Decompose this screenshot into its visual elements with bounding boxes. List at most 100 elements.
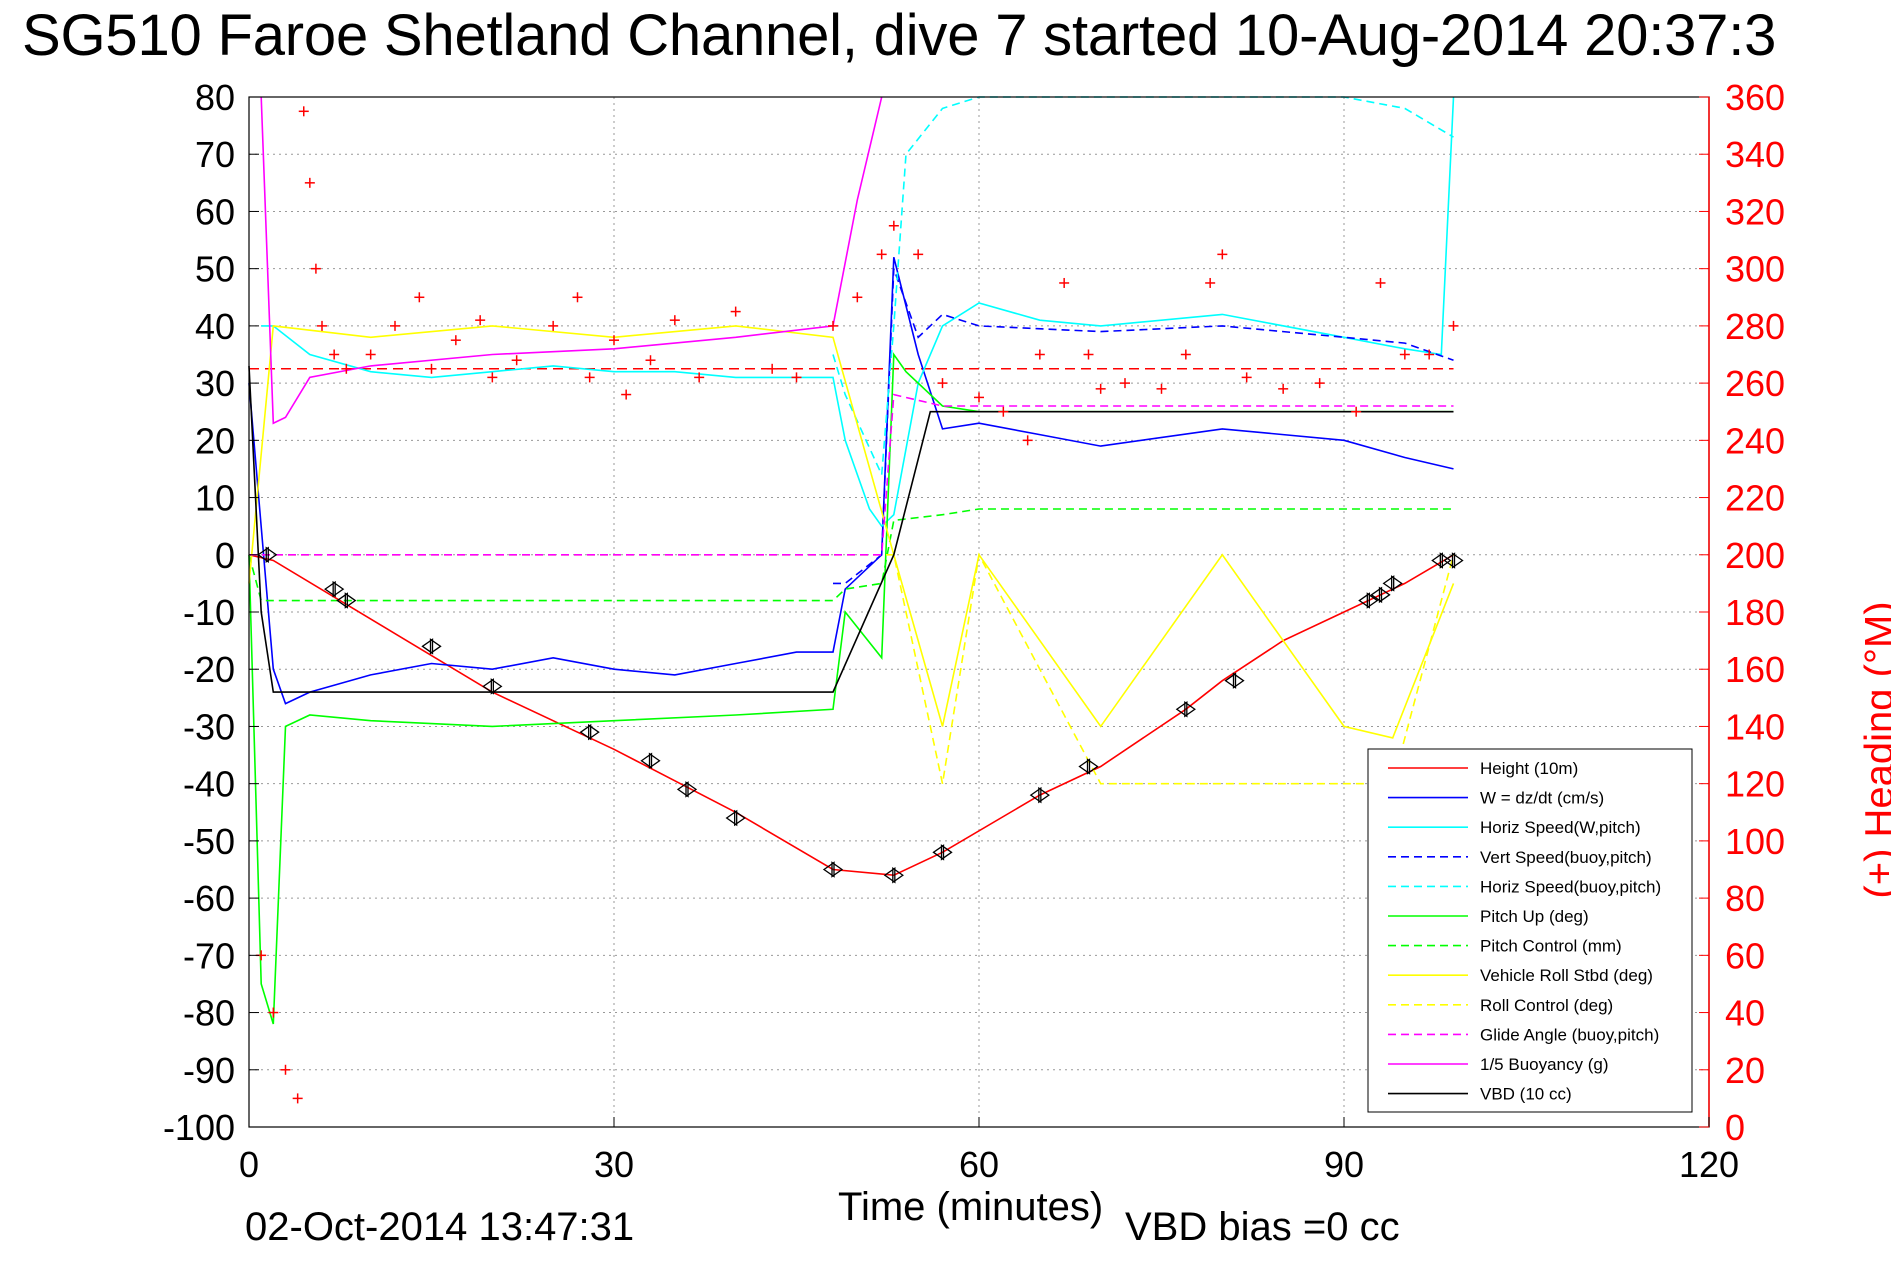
depth-marker: [1078, 758, 1099, 775]
depth-marker-left: [1175, 701, 1188, 718]
x-axis-label: Time (minutes): [838, 1185, 1104, 1229]
depth-marker: [725, 809, 746, 827]
footer-date: 02-Oct-2014 13:47:31: [245, 1205, 635, 1249]
depth-marker-left: [1029, 786, 1042, 804]
heading-point: [304, 177, 315, 188]
y-right-tick-label: 140: [1725, 706, 1785, 747]
depth-marker: [676, 781, 698, 798]
y-right-tick-label: 120: [1725, 764, 1785, 805]
heading-point: [645, 355, 656, 366]
heading-point: [791, 372, 802, 383]
y-tick-label: 70: [195, 134, 235, 175]
heading-point: [584, 372, 595, 383]
depth-marker-left: [1358, 592, 1370, 609]
depth-marker-right: [685, 781, 698, 798]
depth-marker-layer: [257, 546, 1464, 884]
legend-label-6: Pitch Control (mm): [1480, 937, 1622, 956]
depth-marker: [640, 752, 661, 770]
heading-point: [888, 220, 899, 231]
x-tick-label: 90: [1324, 1144, 1364, 1185]
y-right-tick-label: 360: [1725, 77, 1785, 118]
y-axis-ticks: 80 70 60 50 40 30 20 10 0 -10 -20 -30 -40 -50 -60 -70 -8…: [163, 77, 259, 1148]
heading-point: [1217, 249, 1228, 260]
y-right-tick-label: 80: [1725, 878, 1765, 919]
heading-point: [974, 392, 984, 403]
depth-marker-right: [588, 723, 600, 741]
series-line-8: [249, 552, 1455, 785]
depth-marker-left: [1443, 552, 1456, 569]
depth-marker-left: [324, 580, 336, 598]
depth-marker-right: [892, 866, 904, 884]
heading-point: [828, 320, 838, 331]
heading-point: [1022, 435, 1033, 446]
depth-marker: [1358, 592, 1379, 609]
legend-label-11: VBD (10 cc): [1480, 1085, 1572, 1104]
depth-marker: [579, 723, 600, 741]
heading-point: [1180, 349, 1191, 360]
series-line-3: [833, 268, 1454, 585]
y-tick-label: 50: [195, 249, 235, 290]
y-right-tick-label: 220: [1725, 478, 1785, 519]
legend-label-1: W = dz/dt (cm/s): [1480, 789, 1604, 808]
legend-label-0: Height (10m): [1480, 759, 1578, 778]
heading-point: [669, 315, 680, 326]
heading-point: [450, 335, 461, 346]
depth-marker: [1175, 701, 1196, 718]
y-tick-label: 60: [195, 191, 235, 232]
heading-point: [365, 349, 376, 360]
depth-marker-left: [725, 809, 738, 827]
heading-point: [475, 315, 486, 326]
y-right-tick-label: 60: [1725, 935, 1765, 976]
depth-marker-right: [1038, 786, 1050, 804]
depth-marker: [1431, 552, 1452, 569]
series-line-1: [248, 257, 1454, 705]
depth-marker-right: [1232, 672, 1245, 689]
series-line-0: [248, 554, 1454, 877]
heading-point: [998, 406, 1009, 417]
y-tick-label: 0: [215, 535, 235, 576]
depth-marker-left: [676, 781, 689, 798]
legend-label-4: Horiz Speed(buoy,pitch): [1480, 877, 1661, 896]
heading-point: [694, 372, 705, 383]
y-right-axis-ticks: 3603403203002802602402202001801601401201…: [1699, 77, 1785, 1148]
heading-point: [1120, 378, 1130, 389]
heading-point: [730, 306, 741, 317]
x-tick-label: 30: [594, 1144, 634, 1185]
legend-label-3: Vert Speed(buoy,pitch): [1480, 848, 1652, 867]
depth-marker-left: [883, 866, 896, 884]
depth-marker-right: [1391, 575, 1403, 592]
depth-marker: [482, 678, 503, 695]
y-tick-label: -80: [183, 993, 235, 1034]
heading-point: [1059, 277, 1070, 288]
depth-marker-left: [579, 723, 592, 741]
depth-marker-right: [1378, 586, 1391, 604]
legend-label-5: Pitch Up (deg): [1480, 907, 1589, 926]
series-line-6: [248, 508, 1454, 602]
heading-point: [1424, 349, 1435, 360]
depth-marker-right: [1086, 758, 1099, 775]
heading-point: [1034, 349, 1045, 360]
heading-point: [298, 106, 309, 117]
depth-marker: [883, 866, 904, 884]
y-tick-label: -10: [183, 592, 235, 633]
x-axis-ticks: 0 30 60 90 120: [239, 1117, 1739, 1185]
heading-point: [426, 363, 437, 374]
y-tick-label: 10: [195, 478, 235, 519]
heading-point: [280, 1064, 291, 1075]
heading-point: [1095, 383, 1106, 394]
y-right-tick-label: 240: [1725, 420, 1785, 461]
heading-layer: [256, 106, 1459, 1104]
y-right-tick-label: 40: [1725, 993, 1765, 1034]
heading-point: [268, 1007, 279, 1018]
depth-marker-right: [429, 638, 442, 655]
y-tick-label: -70: [183, 935, 235, 976]
depth-marker: [932, 844, 953, 861]
depth-marker-left: [1224, 672, 1237, 689]
depth-marker-right: [344, 592, 357, 609]
depth-marker: [1382, 575, 1403, 592]
depth-marker-right: [490, 678, 503, 695]
depth-marker: [324, 580, 345, 598]
depth-marker-left: [257, 546, 269, 564]
heading-point: [621, 389, 632, 400]
